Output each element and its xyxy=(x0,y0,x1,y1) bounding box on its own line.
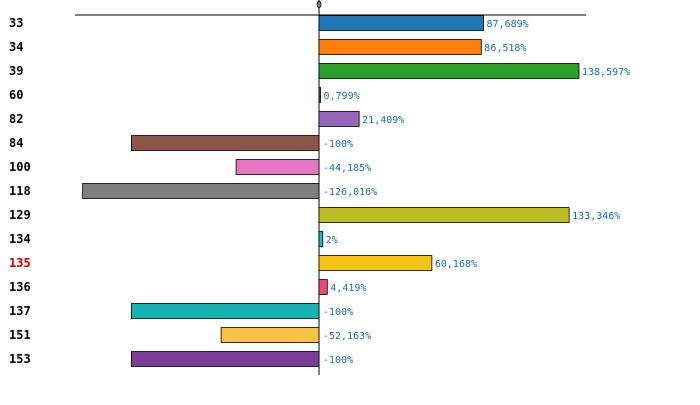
bar xyxy=(318,15,484,31)
value-label: 4,419% xyxy=(330,283,366,294)
category-label: 153 xyxy=(9,352,31,366)
value-label: -100% xyxy=(323,139,353,150)
value-label: 2% xyxy=(326,235,338,246)
bar xyxy=(131,351,320,367)
bar xyxy=(318,279,328,295)
bar xyxy=(235,159,320,175)
category-label: 100 xyxy=(9,160,31,174)
bar xyxy=(131,135,320,151)
category-label: 39 xyxy=(9,64,23,78)
value-label: -126,016% xyxy=(323,187,377,198)
value-label: 87,689% xyxy=(486,19,528,30)
category-label: 60 xyxy=(9,88,23,102)
category-label: 84 xyxy=(9,136,23,150)
value-label: 138,597% xyxy=(582,67,630,78)
category-label: 136 xyxy=(9,280,31,294)
bar xyxy=(82,183,320,199)
value-label: 60,168% xyxy=(435,259,477,270)
value-label: 0,799% xyxy=(323,91,359,102)
category-label: 135 xyxy=(9,256,31,270)
value-label: 21,409% xyxy=(362,115,404,126)
value-label: -100% xyxy=(323,307,353,318)
category-label: 151 xyxy=(9,328,31,342)
value-label: -52,163% xyxy=(323,331,371,342)
category-label: 137 xyxy=(9,304,31,318)
bar xyxy=(220,327,320,343)
category-label: 33 xyxy=(9,16,23,30)
value-label: -44,185% xyxy=(323,163,371,174)
value-label: 86,518% xyxy=(484,43,526,54)
bar xyxy=(318,87,321,103)
bars-layer: 33 87,689% 34 86,518% 39 138,597% 60 0,799% 82 21… xyxy=(9,15,630,367)
value-label: -100% xyxy=(323,355,353,366)
bar xyxy=(318,63,580,79)
bar xyxy=(318,207,570,223)
category-label: 129 xyxy=(9,208,31,222)
bar xyxy=(318,255,433,271)
category-label: 118 xyxy=(9,184,31,198)
bar xyxy=(318,231,324,247)
category-label: 82 xyxy=(9,112,23,126)
category-label: 34 xyxy=(9,40,23,54)
value-label: 133,346% xyxy=(572,211,620,222)
category-label: 134 xyxy=(9,232,31,246)
bar xyxy=(318,39,482,55)
zero-tick-label: 0 xyxy=(316,0,322,11)
bar xyxy=(131,303,320,319)
bar xyxy=(318,111,360,127)
